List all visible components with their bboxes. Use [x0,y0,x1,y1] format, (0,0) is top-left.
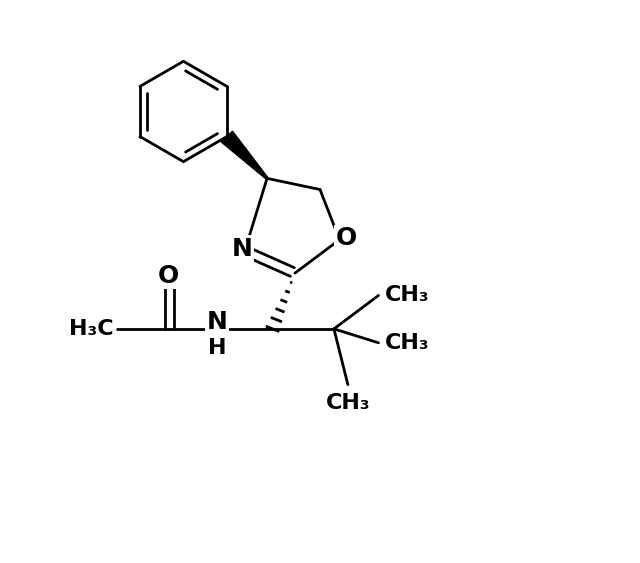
Text: CH₃: CH₃ [385,285,430,306]
Text: N: N [232,236,252,261]
Text: O: O [157,264,179,288]
Text: H: H [207,338,226,359]
Text: O: O [335,226,357,250]
Text: H₃C: H₃C [69,319,114,339]
Text: N: N [207,310,227,334]
Text: CH₃: CH₃ [326,393,370,413]
Text: CH₃: CH₃ [385,333,430,353]
Polygon shape [221,131,268,179]
